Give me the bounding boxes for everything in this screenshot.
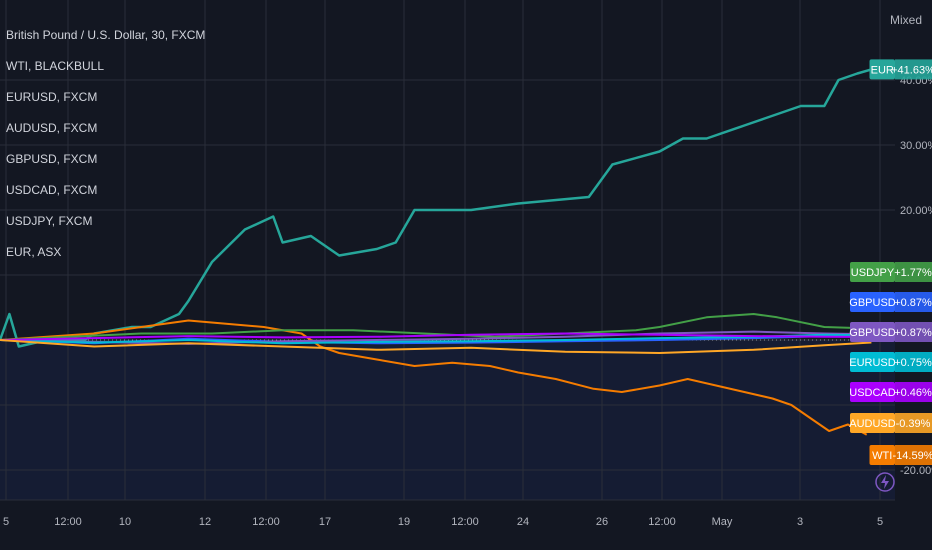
legend: British Pound / U.S. Dollar, 30, FXCM WT…: [6, 20, 306, 268]
value-label-audusd: AUDUSD -0.39%: [849, 413, 932, 433]
scale-mode-label[interactable]: Mixed: [889, 13, 922, 27]
x-tick-label: 12:00: [54, 516, 82, 528]
svg-text:+0.46%: +0.46%: [894, 387, 932, 399]
x-tick-label: 5: [3, 516, 9, 528]
series-line-gbpusd: [0, 330, 872, 345]
y-axis[interactable]: 40.00%30.00%20.00%-20.00%: [900, 75, 932, 477]
x-tick-label: 26: [596, 516, 608, 528]
lower-area-fill: [0, 340, 895, 500]
svg-text:+0.87%: +0.87%: [894, 297, 932, 309]
series-line-audusd: [0, 339, 872, 354]
value-label-usdcad: USDCAD+0.46%: [849, 382, 932, 402]
legend-item-wti[interactable]: WTI, BLACKBULL: [6, 59, 105, 73]
value-labels: EUR+41.63%USDJPY +1.77%GBPUSD+0.87%GBPUSD…: [849, 59, 932, 465]
x-tick-label: 5: [877, 516, 883, 528]
svg-text:USDJPY: USDJPY: [851, 267, 895, 279]
legend-item-usdcad[interactable]: USDCAD, FXCM: [6, 183, 98, 197]
svg-text:+1.77%: +1.77%: [894, 267, 932, 279]
legend-item-gbpusd-main[interactable]: British Pound / U.S. Dollar, 30, FXCM: [6, 28, 206, 42]
x-tick-label: 19: [398, 516, 410, 528]
legend-item-gbpusd[interactable]: GBPUSD, FXCM: [6, 152, 98, 166]
legend-item-audusd[interactable]: AUDUSD, FXCM: [6, 121, 98, 135]
lightning-icon[interactable]: [875, 472, 895, 492]
y-tick-label: 30.00%: [900, 140, 932, 152]
x-tick-label: 24: [517, 516, 529, 528]
x-axis[interactable]: 5 12:00 10 12 12:00 17 19 12:00 24 26 12:00 May 3 5: [0, 499, 895, 528]
svg-text:WTI: WTI: [872, 450, 892, 462]
series-line-wti: [0, 319, 868, 436]
x-tick-label: May: [712, 516, 733, 528]
x-tick-label: 12: [199, 516, 211, 528]
svg-text:EUR: EUR: [871, 64, 894, 76]
svg-text:-14.59%: -14.59%: [893, 450, 932, 462]
y-tick-label: -20.00%: [900, 465, 932, 477]
x-tick-label: 12:00: [451, 516, 479, 528]
value-label-eur: EUR+41.63%: [869, 59, 932, 80]
y-tick-label: 20.00%: [900, 205, 932, 217]
series-layer: [0, 68, 872, 436]
series-line-usdjpy: [0, 313, 872, 341]
svg-text:-0.39%: -0.39%: [896, 418, 931, 430]
svg-text:+0.75%: +0.75%: [894, 357, 932, 369]
x-tick-label: 3: [797, 516, 803, 528]
value-label-gbpusd: GBPUSD+0.87%: [849, 292, 932, 312]
svg-text:EURUSD: EURUSD: [849, 357, 896, 369]
value-label-usdjpy: USDJPY +1.77%: [850, 262, 932, 282]
svg-text:USDCAD: USDCAD: [849, 387, 896, 399]
value-label-wti: WTI -14.59%: [869, 445, 932, 465]
x-tick-label: 12:00: [252, 516, 280, 528]
value-label-eurusd: EURUSD+0.75%: [849, 352, 932, 372]
svg-text:GBPUSD: GBPUSD: [849, 327, 896, 339]
value-label-gbpusd: GBPUSD+0.87%: [849, 322, 932, 342]
legend-item-eurusd[interactable]: EURUSD, FXCM: [6, 90, 98, 104]
svg-text:+41.63%: +41.63%: [891, 64, 932, 76]
series-line-usdcad: [0, 332, 872, 341]
legend-item-eur[interactable]: EUR, ASX: [6, 245, 62, 259]
svg-text:+0.87%: +0.87%: [894, 327, 932, 339]
svg-text:AUDUSD: AUDUSD: [849, 418, 896, 430]
x-tick-label: 12:00: [648, 516, 676, 528]
legend-item-usdjpy[interactable]: USDJPY, FXCM: [6, 214, 93, 228]
x-tick-label: 17: [319, 516, 331, 528]
x-tick-label: 10: [119, 516, 131, 528]
svg-text:GBPUSD: GBPUSD: [849, 297, 896, 309]
